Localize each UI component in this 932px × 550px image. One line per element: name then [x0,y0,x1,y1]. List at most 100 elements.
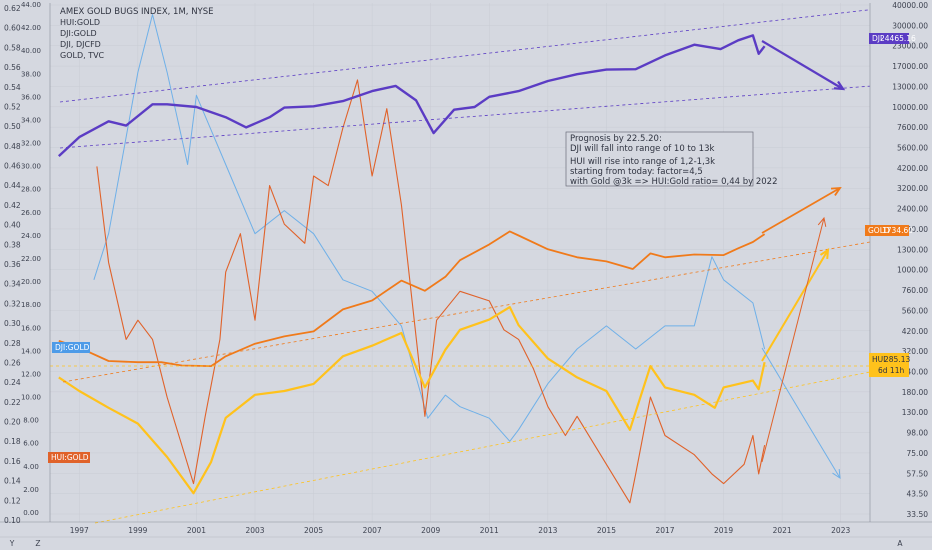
hui-line [58,306,766,495]
legend-item-dji[interactable]: DJI, DJCFD [60,40,101,49]
x-tick-label: 2019 [714,526,733,535]
corner-right-label: A [897,539,903,548]
left-a-tick-label: 0.62 [4,4,21,13]
dji-gold-tag-label: DJI:GOLD [55,343,90,352]
hui-tag-label: HUI [872,355,885,364]
legend-item-hui-gold[interactable]: HUI:GOLD [60,18,100,27]
left-b-tick-label: 34.00 [21,116,41,124]
left-a-tick-label: 0.48 [4,142,21,151]
series-lines [57,14,766,504]
x-tick-label: 2017 [655,526,674,535]
hui-gold-line [96,79,766,504]
dji-gold-line [93,14,766,442]
left-a-tick-label: 0.10 [4,516,21,525]
x-tick-label: 2003 [245,526,264,535]
right-tick-label: 130.00 [902,408,928,417]
right-tick-label: 33.50 [907,510,929,519]
left-b-tick-label: 32.00 [21,140,41,148]
right-axis-panel [870,0,932,550]
right-tick-label: 3200.00 [897,184,928,193]
right-tick-label: 560.00 [902,306,928,315]
left-b-tick-label: 30.00 [21,163,41,171]
x-tick-label: 1997 [70,526,89,535]
left-b-tick-label: 26.00 [21,209,41,217]
right-tick-label: 98.00 [907,429,929,438]
right-tick-label: 43.50 [907,490,929,499]
legend-item-dji-gold[interactable]: DJI:GOLD [60,29,97,38]
x-tick-label: 2021 [773,526,792,535]
right-tick-label: 240.00 [902,367,928,376]
corner-left-label: Y [9,539,15,548]
right-tick-label: 40000.00 [892,1,928,10]
hui-gold-tag-label: HUI:GOLD [51,453,89,462]
left-b-tick-label: 2.00 [23,486,39,494]
hui-projection-arrow-head [819,248,830,260]
left-b-tick-label: 44.00 [21,1,41,9]
hui-gold-projection-arrow [761,217,825,463]
gold-channel-upper [62,241,871,383]
right-tick-label: 30000.00 [892,21,928,30]
left-b-tick-label: 40.00 [21,47,41,55]
left-a-tick-label: 0.52 [4,102,21,111]
right-tick-label: 75.00 [907,449,929,458]
right-tick-label: 7600.00 [897,123,928,132]
left-b-tick-label: 18.00 [21,301,41,309]
hui-projection-arrow [761,249,829,362]
left-b-tick-label: 16.00 [21,324,41,332]
trend-overlays [50,7,886,524]
note-line-2: DJI will fall into range of 10 to 13k [570,144,714,154]
legend-item-gold[interactable]: GOLD, TVC [60,51,105,60]
note-line-1: Prognosis by 22.5.20: [570,134,662,144]
gold-line [58,230,766,367]
x-tick-label: 1999 [128,526,147,535]
corner-mid-label: Z [35,539,40,548]
left-a-tick-label: 0.40 [4,221,21,230]
x-tick-label: 2011 [480,526,499,535]
gold-tag-value: 1734.60 [882,226,913,235]
note-line-6: with Gold @3k => HUI:Gold ratio= 0,44 by… [570,177,778,187]
hui-gold-projection-arrow-head [817,216,827,227]
left-a-tick-label: 0.56 [4,63,21,72]
left-b-tick-label: 14.00 [21,347,41,355]
left-b-tick-label: 24.00 [21,232,41,240]
left-a-tick-label: 0.30 [4,319,21,328]
right-tick-label: 180.00 [902,388,928,397]
hui-gold-tag [48,452,90,463]
right-tick-label: 23000.00 [892,42,928,51]
left-b-tick-label: 42.00 [21,24,41,32]
right-tick-label: 5600.00 [897,144,928,153]
left-a-tick-label: 0.46 [4,162,21,171]
dji-gold-projection-arrow [761,347,841,479]
left-a-tick-label: 0.28 [4,339,21,348]
left-a-tick-label: 0.54 [4,83,21,92]
right-tick-label: 17000.00 [892,62,928,71]
dji-projection-arrow [761,40,844,90]
gold-projection-arrow [761,187,841,234]
left-axis-panel [0,0,50,550]
left-a-tick-label: 0.16 [4,457,21,466]
left-b-tick-label: 0.00 [23,509,39,517]
left-b-tick-label: 10.00 [21,394,41,402]
left-a-tick-label: 0.60 [4,24,21,33]
right-tick-label: 4200.00 [897,164,928,173]
left-a-tick-label: 0.22 [4,398,21,407]
left-b-tick-label: 20.00 [21,278,41,286]
gold-projection-arrow-head [830,186,842,196]
left-b-tick-label: 38.00 [21,70,41,78]
hui-tag [869,353,909,377]
dji-tag [869,33,909,44]
left-b-tick-label: 8.00 [23,417,39,425]
gold-tag-label: GOLD [868,226,890,235]
left-a-tick-label: 0.24 [4,378,21,387]
note-line-5: starting from today: factor=4,5 [570,167,703,177]
right-tick-label: 1000.00 [897,266,928,275]
dji-projection-arrow-head [833,80,846,91]
hui-tag-countdown: 6d 11h [878,366,904,375]
x-tick-label: 2005 [304,526,323,535]
left-a-tick-label: 0.58 [4,43,21,52]
left-a-tick-label: 0.42 [4,201,21,210]
left-b-tick-label: 28.00 [21,186,41,194]
